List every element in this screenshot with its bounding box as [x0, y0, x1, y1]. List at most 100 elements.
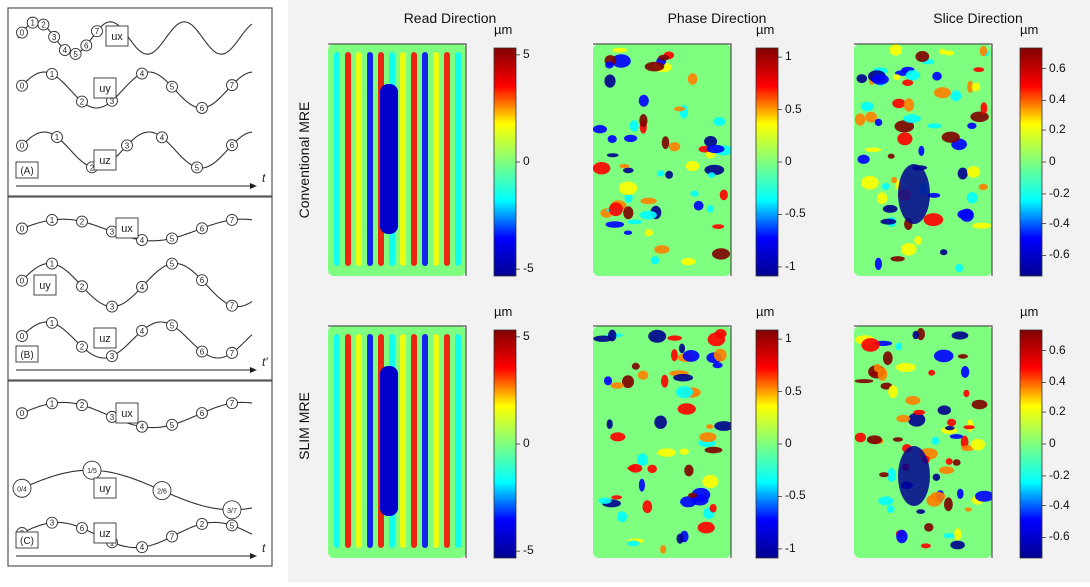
- sample-node-label: 7: [230, 81, 235, 90]
- sample-node-label: 1: [30, 19, 35, 28]
- sample-node-label: 1: [50, 260, 55, 269]
- sample-node: [76, 95, 88, 108]
- sample-node-label: 2: [200, 520, 205, 529]
- sample-node-label: 3: [110, 97, 115, 106]
- sample-node-label: 5: [230, 521, 235, 530]
- colorbar-tick-label: -0.6: [1049, 529, 1070, 544]
- time-axis-label: t: [262, 541, 266, 555]
- colorbar-tick-label: 0: [1049, 436, 1056, 450]
- sample-node: [196, 222, 208, 235]
- colorbar-tick-label: 0.2: [1049, 122, 1066, 137]
- component-label: uz: [99, 155, 111, 167]
- sample-node: [80, 39, 93, 52]
- sample-node-label: 7: [95, 27, 100, 36]
- column-title-slice: Slice Direction: [933, 10, 1023, 26]
- displacement-map: [593, 44, 731, 276]
- colorbar-tick-label: 1: [785, 49, 792, 64]
- component-label: uy: [39, 280, 51, 292]
- sample-node: [46, 67, 58, 80]
- sample-node: [226, 299, 238, 312]
- sample-node: [196, 102, 208, 114]
- sample-node-label: 2: [80, 98, 85, 107]
- sample-node: [166, 530, 178, 543]
- colorbar-tick-label: 0.2: [1049, 404, 1066, 419]
- sample-node-label: 5: [170, 234, 175, 243]
- time-axis-label: t: [262, 171, 266, 185]
- sample-node-label: 4: [160, 133, 165, 142]
- sample-node: [16, 407, 28, 420]
- sample-node-label: 3: [50, 519, 55, 528]
- component-label-box: [93, 522, 117, 544]
- colorbar-tick-label: 5: [523, 328, 530, 343]
- colorbar-tick-label: -1: [785, 258, 796, 273]
- sample-node-label: 0: [20, 409, 25, 418]
- axis-arrow-icon: [250, 183, 257, 189]
- sample-node-label: 5: [170, 321, 175, 330]
- displacement-map: [328, 326, 466, 558]
- component-label: uz: [99, 528, 111, 540]
- map-frame: [593, 325, 732, 558]
- sample-node: [16, 222, 28, 235]
- sample-node: [152, 481, 172, 500]
- sample-node-label: 3: [125, 141, 130, 150]
- sample-node: [51, 131, 63, 144]
- time-axis-label: t′: [262, 355, 268, 369]
- sample-node-label: 6: [200, 409, 205, 418]
- sample-node-label: 2: [90, 163, 95, 172]
- sample-wave: [17, 469, 253, 511]
- panel-tag: (A): [20, 166, 33, 177]
- sample-node: [166, 257, 178, 270]
- sample-node: [196, 407, 208, 419]
- colorbar-unit-slice-bottom: µm: [1020, 304, 1039, 319]
- sample-node: [16, 274, 28, 287]
- sample-node-label: 5: [170, 421, 175, 430]
- component-label: uz: [99, 333, 111, 345]
- panel-tag-box: [15, 161, 39, 179]
- sample-node-label: 4: [63, 46, 68, 55]
- colorbar-tick-label: 0: [523, 154, 530, 168]
- sample-node: [76, 280, 88, 293]
- sample-node-label: 2/6: [157, 489, 167, 496]
- sample-node: [136, 234, 148, 247]
- colorbar-tick-label: 5: [523, 46, 530, 61]
- sample-node: [121, 139, 133, 152]
- sample-node-label: 3: [110, 352, 115, 361]
- component-label-box: [115, 217, 139, 239]
- colorbar-tick-label: -0.5: [785, 206, 806, 221]
- sample-node-label: 2: [41, 21, 46, 30]
- component-label-box: [115, 402, 139, 424]
- sample-node-label: 2: [80, 218, 85, 227]
- sample-node-label: 6: [200, 224, 205, 233]
- sample-node-label: 7: [230, 349, 235, 358]
- sample-node-label: 2: [80, 401, 85, 410]
- colorbar-tick-label: 0.5: [785, 383, 802, 398]
- displacement-map: [854, 326, 992, 558]
- sample-node: [76, 399, 88, 412]
- map-frame: [328, 43, 467, 276]
- panel-tag: (C): [20, 536, 34, 547]
- sample-node-label: 0: [20, 142, 25, 151]
- column-title-read: Read Direction: [403, 10, 497, 26]
- component-label: uy: [99, 83, 111, 95]
- sample-node-label: 0: [20, 29, 25, 38]
- colorbar-tick-label: 0: [1049, 154, 1056, 168]
- sample-node: [226, 79, 238, 92]
- sample-node-label: 1: [50, 399, 55, 408]
- sample-node-label: 0: [20, 82, 25, 91]
- displacement-map: [593, 326, 731, 558]
- colorbar-unit-phase-bottom: µm: [756, 304, 775, 319]
- colorbar-tick-label: 1: [785, 331, 792, 346]
- map-frame: [328, 325, 467, 558]
- component-label-box: [93, 77, 117, 99]
- sample-node: [226, 139, 238, 152]
- sample-node: [166, 80, 178, 93]
- column-title-phase: Phase Direction: [667, 10, 767, 26]
- colorbar-tick-label: 0.5: [785, 101, 802, 116]
- sample-node: [46, 316, 58, 329]
- colorbar-tick-label: 0: [523, 436, 530, 450]
- colorbar-unit-read-top: µm: [494, 22, 513, 37]
- sample-node-label: 7: [170, 533, 175, 542]
- sample-node: [166, 418, 178, 431]
- colorbar-tick-label: 0.4: [1049, 92, 1066, 107]
